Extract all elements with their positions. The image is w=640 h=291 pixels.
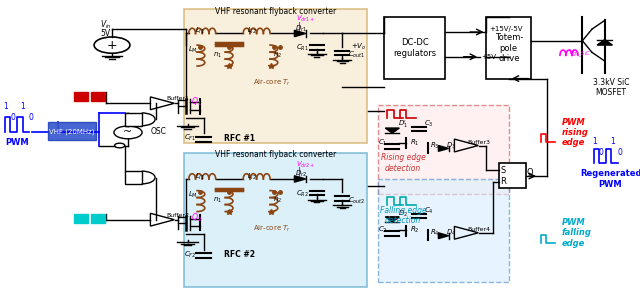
Text: $L_{l1}$: $L_{l1}$ <box>195 171 205 182</box>
Polygon shape <box>438 146 449 151</box>
Text: $V_{dr1+}$: $V_{dr1+}$ <box>296 14 316 24</box>
Text: Regenerated
PWM: Regenerated PWM <box>580 169 640 189</box>
Text: Buffer2: Buffer2 <box>166 213 189 218</box>
Text: 0: 0 <box>618 148 623 157</box>
Text: VHF (20MHz): VHF (20MHz) <box>49 128 95 135</box>
Text: Totem-
pole
drive: Totem- pole drive <box>495 33 523 63</box>
Text: $C_4$: $C_4$ <box>424 206 433 216</box>
Text: RFC #2: RFC #2 <box>225 250 255 259</box>
Text: $D_3$: $D_3$ <box>446 140 456 151</box>
Text: $D_{r2}$: $D_{r2}$ <box>295 169 307 179</box>
Text: $Q_1$: $Q_1$ <box>191 96 202 108</box>
Bar <box>74 214 88 223</box>
Bar <box>378 179 509 282</box>
Text: 5V: 5V <box>100 29 111 38</box>
Bar <box>384 17 445 79</box>
Text: $L_{l1}$: $L_{l1}$ <box>195 26 205 36</box>
Text: $C_{F2}$: $C_{F2}$ <box>184 249 196 260</box>
Text: +15V/-5V: +15V/-5V <box>490 26 523 32</box>
Bar <box>184 9 367 143</box>
Text: +: + <box>107 39 117 52</box>
Text: $R_3$: $R_3$ <box>430 140 440 151</box>
Text: $C_{out2}$: $C_{out2}$ <box>348 196 365 206</box>
Polygon shape <box>294 30 306 37</box>
Text: PWM
falling
edge: PWM falling edge <box>562 218 592 248</box>
Text: $+V_o$: $+V_o$ <box>351 41 366 52</box>
Text: $R_2$: $R_2$ <box>410 225 419 235</box>
Text: Buffer4: Buffer4 <box>467 227 490 232</box>
Text: $D_4$: $D_4$ <box>446 228 456 238</box>
Text: $V_{gs\_SiC}$: $V_{gs\_SiC}$ <box>568 48 591 60</box>
Bar <box>486 17 531 79</box>
Text: $n_1$: $n_1$ <box>213 51 222 60</box>
Text: 0: 0 <box>598 148 604 157</box>
Text: PWM: PWM <box>6 138 29 147</box>
Bar <box>48 122 96 140</box>
Text: 0: 0 <box>28 113 33 122</box>
Text: $L_M$: $L_M$ <box>188 190 198 200</box>
Text: 0: 0 <box>11 113 16 122</box>
Text: +5V: +5V <box>481 54 496 60</box>
Text: PWM
rising
edge: PWM rising edge <box>562 118 589 147</box>
Text: VHF resonant flyback converter: VHF resonant flyback converter <box>214 7 336 16</box>
Text: OSC: OSC <box>150 127 166 136</box>
Text: $V_{in}$: $V_{in}$ <box>100 19 111 31</box>
Polygon shape <box>438 233 449 239</box>
Polygon shape <box>385 217 399 222</box>
Text: $D_1'$: $D_1'$ <box>398 119 408 131</box>
Text: $C_2$: $C_2$ <box>378 225 388 235</box>
Text: 1: 1 <box>611 137 615 146</box>
Text: S: S <box>500 166 506 175</box>
Text: 1: 1 <box>3 102 8 111</box>
Bar <box>125 171 141 184</box>
Text: $L_{l2}$: $L_{l2}$ <box>247 26 257 36</box>
Text: $Q_2$: $Q_2$ <box>191 212 202 224</box>
Text: $R_1$: $R_1$ <box>410 137 419 148</box>
Polygon shape <box>597 40 612 45</box>
Text: 3.3kV SiC
MOSFET: 3.3kV SiC MOSFET <box>593 78 630 97</box>
Text: $R_4$: $R_4$ <box>430 228 440 238</box>
Text: 1: 1 <box>592 137 596 146</box>
Text: $n_1$: $n_1$ <box>213 196 222 205</box>
Text: $D_2$: $D_2$ <box>398 209 408 219</box>
Circle shape <box>115 143 125 148</box>
Bar <box>74 92 88 101</box>
Text: $L_{l2}$: $L_{l2}$ <box>247 171 257 182</box>
Polygon shape <box>385 128 399 133</box>
Text: Q: Q <box>527 168 533 177</box>
Text: 1: 1 <box>20 102 25 111</box>
Text: $C_3$: $C_3$ <box>424 118 433 129</box>
Polygon shape <box>294 176 306 182</box>
Text: ~: ~ <box>124 127 132 137</box>
Text: $C_{R1}$: $C_{R1}$ <box>296 43 309 53</box>
Text: Air-core $T_r$: Air-core $T_r$ <box>253 223 291 234</box>
Bar <box>378 105 509 194</box>
Text: Rising edge
detection: Rising edge detection <box>381 153 426 173</box>
Text: $n_2$: $n_2$ <box>273 196 282 205</box>
Text: $n_2$: $n_2$ <box>273 51 282 60</box>
Text: $V_{dr2+}$: $V_{dr2+}$ <box>296 159 316 170</box>
Text: $C_{F1}$: $C_{F1}$ <box>184 133 196 143</box>
Text: $C_{R2}$: $C_{R2}$ <box>296 188 309 199</box>
Text: $C_1$: $C_1$ <box>378 137 388 148</box>
Text: R: R <box>500 178 506 186</box>
Bar <box>499 163 526 188</box>
Text: RFC #1: RFC #1 <box>225 134 255 143</box>
Bar <box>125 113 141 126</box>
Bar <box>91 214 105 223</box>
Text: Buffer3: Buffer3 <box>467 139 490 145</box>
Text: $D_{r1}$: $D_{r1}$ <box>295 23 307 34</box>
Bar <box>91 92 105 101</box>
Text: $L_M$: $L_M$ <box>188 44 198 55</box>
Text: $C_{out1}$: $C_{out1}$ <box>348 50 365 61</box>
Bar <box>184 153 367 287</box>
Text: Air-core $T_r$: Air-core $T_r$ <box>253 78 291 88</box>
Text: Buffer1: Buffer1 <box>166 96 189 102</box>
Text: DC-DC
regulators: DC-DC regulators <box>393 38 436 58</box>
Text: Falling edge
detection: Falling edge detection <box>380 206 427 225</box>
Text: VHF resonant flyback converter: VHF resonant flyback converter <box>214 150 336 159</box>
